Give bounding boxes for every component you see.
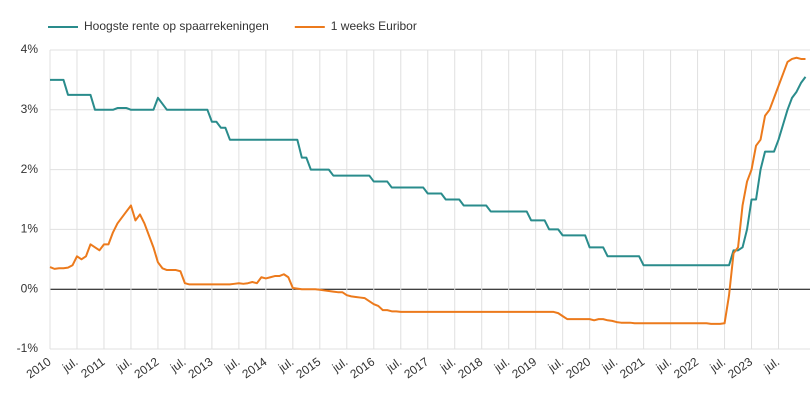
series-line bbox=[49, 56, 806, 325]
x-tick-label: jul. bbox=[275, 355, 296, 376]
x-tick-label: jul. bbox=[383, 355, 404, 376]
x-tick-label: 2013 bbox=[186, 354, 216, 381]
y-tick-label: -1% bbox=[17, 341, 39, 355]
y-tick-label: 3% bbox=[21, 102, 39, 116]
y-tick-label: 0% bbox=[21, 281, 39, 295]
x-tick-label: 2020 bbox=[563, 354, 593, 381]
x-tick-label: jul. bbox=[113, 355, 134, 376]
x-tick-label: 2012 bbox=[132, 354, 162, 381]
x-tick-label: jul. bbox=[653, 355, 674, 376]
x-tick-label: 2017 bbox=[401, 354, 431, 381]
x-tick-label: 2019 bbox=[509, 354, 539, 381]
x-tick-label: jul. bbox=[221, 355, 242, 376]
y-tick-label: 1% bbox=[21, 222, 39, 236]
x-tick-label: 2016 bbox=[347, 354, 377, 381]
legend-label: Hoogste rente op spaarrekeningen bbox=[84, 19, 269, 33]
x-tick-label: 2018 bbox=[455, 354, 485, 381]
x-tick-label: jul. bbox=[437, 355, 458, 376]
y-tick-label: 2% bbox=[21, 162, 39, 176]
y-tick-label: 4% bbox=[21, 42, 39, 56]
x-tick-label: jul. bbox=[59, 355, 80, 376]
x-tick-label: 2015 bbox=[293, 354, 323, 381]
x-tick-label: jul. bbox=[167, 355, 188, 376]
x-tick-label: 2010 bbox=[24, 354, 54, 381]
x-tick-label: jul. bbox=[329, 355, 350, 376]
x-tick-label: 2023 bbox=[725, 354, 755, 381]
x-tick-label: 2021 bbox=[617, 354, 647, 381]
x-tick-label: jul. bbox=[491, 355, 512, 376]
x-tick-label: jul. bbox=[707, 355, 728, 376]
x-tick-label: jul. bbox=[599, 355, 620, 376]
x-tick-label: 2022 bbox=[671, 354, 701, 381]
series-line bbox=[50, 76, 807, 267]
legend-label: 1 weeks Euribor bbox=[331, 19, 417, 33]
x-tick-label: jul. bbox=[545, 355, 566, 376]
x-tick-label: 2011 bbox=[78, 354, 107, 380]
x-tick-label: jul. bbox=[761, 355, 782, 376]
x-tick-label: 2014 bbox=[239, 354, 269, 381]
